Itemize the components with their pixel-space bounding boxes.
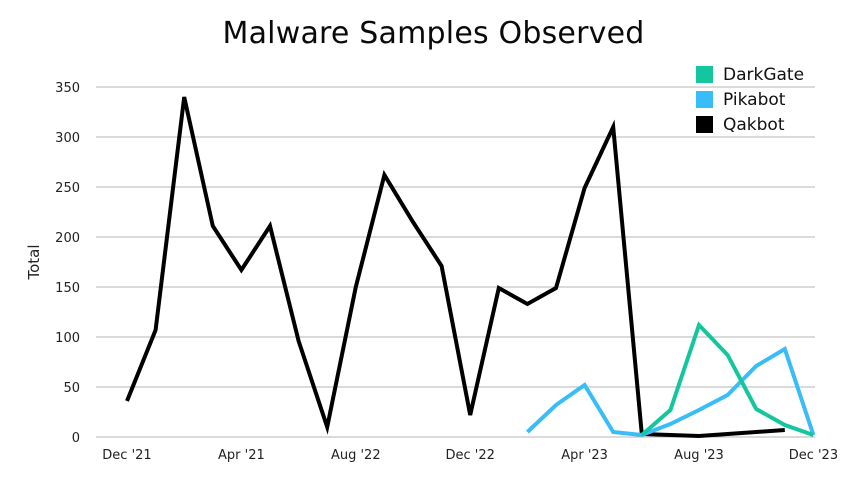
legend-item-darkgate: DarkGate [696, 62, 804, 87]
chart-title: Malware Samples Observed [222, 16, 645, 51]
x-tick-label: Dec '21 [102, 448, 151, 463]
legend-label: Pikabot [723, 89, 786, 110]
series-line-pikabot [526, 346, 816, 438]
series-line-darkgate [640, 321, 815, 437]
legend: DarkGate Pikabot Qakbot [696, 62, 804, 137]
legend-label: DarkGate [723, 64, 805, 85]
x-tick-label: Aug '23 [674, 448, 724, 463]
legend-swatch-pikabot [696, 91, 713, 108]
legend-label: Qakbot [723, 114, 785, 135]
x-tick-label: Dec '23 [789, 448, 838, 463]
gridlines [96, 86, 815, 438]
y-tick-label: 350 [55, 81, 80, 96]
y-axis-label: Total [25, 244, 43, 280]
y-tick-label: 150 [55, 281, 80, 296]
series-line-qakbot [125, 96, 785, 439]
legend-item-pikabot: Pikabot [696, 87, 804, 112]
y-tick-label: 250 [55, 181, 80, 196]
x-tick-label: Aug '22 [331, 448, 381, 463]
x-tick-label: Apr '21 [218, 448, 265, 463]
legend-swatch-darkgate [696, 66, 713, 83]
y-tick-label: 100 [55, 331, 80, 346]
y-tick-label: 200 [55, 231, 80, 246]
series-lines [125, 96, 816, 439]
legend-swatch-qakbot [696, 116, 713, 133]
y-tick-label: 50 [63, 381, 80, 396]
y-tick-label: 0 [72, 431, 80, 446]
y-tick-label: 300 [55, 131, 80, 146]
legend-item-qakbot: Qakbot [696, 112, 804, 137]
x-tick-label: Apr '23 [561, 448, 608, 463]
x-axis-ticks: Dec '21 Apr '21 Aug '22 Dec '22 Apr '23 Aug '… [102, 448, 838, 463]
x-tick-label: Dec '22 [445, 448, 494, 463]
y-axis-ticks: 0 50 100 150 200 250 300 350 [55, 81, 80, 446]
